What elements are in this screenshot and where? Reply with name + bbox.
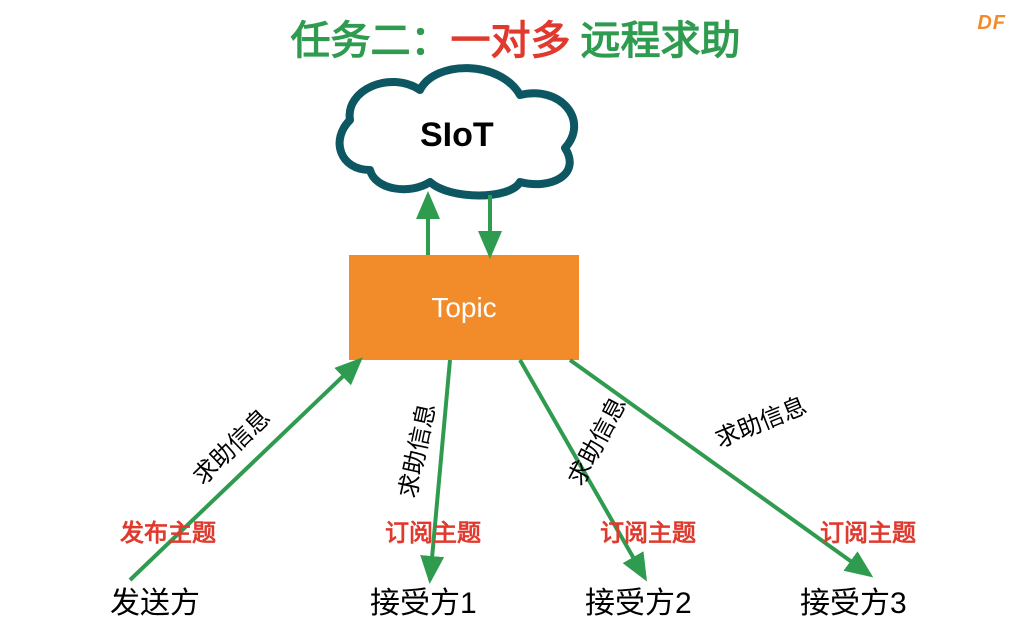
role-subscribe-3: 订阅主题 bbox=[820, 513, 916, 548]
title-part1: 任务二： bbox=[291, 19, 451, 63]
role-subscribe-2: 订阅主题 bbox=[600, 513, 696, 548]
edge-label-sender: 求助信息 bbox=[183, 399, 276, 491]
role-publish: 发布主题 bbox=[120, 513, 216, 548]
topic-box: Topic bbox=[349, 255, 579, 360]
diagram-title: 任务二：一对多远程求助 bbox=[0, 8, 1031, 66]
node-receiver1: 接受方1 bbox=[370, 578, 477, 622]
edge-label-receiver1: 求助信息 bbox=[388, 399, 442, 500]
cloud-label: SIoT bbox=[420, 116, 494, 155]
node-sender: 发送方 bbox=[110, 578, 200, 622]
node-receiver2: 接受方2 bbox=[585, 578, 692, 622]
title-part2: 一对多 bbox=[451, 19, 571, 63]
role-subscribe-1: 订阅主题 bbox=[385, 513, 481, 548]
title-part3: 远程求助 bbox=[581, 19, 741, 63]
diagram-canvas: 任务二：一对多远程求助 DF SIoT Topic 求助信息 求助信息 求助信息 bbox=[0, 0, 1031, 629]
node-receiver3: 接受方3 bbox=[800, 578, 907, 622]
watermark: DF bbox=[977, 12, 1006, 35]
edge-label-receiver2: 求助信息 bbox=[557, 389, 633, 490]
topic-label: Topic bbox=[431, 292, 496, 324]
edge-label-receiver3: 求助信息 bbox=[709, 386, 811, 454]
